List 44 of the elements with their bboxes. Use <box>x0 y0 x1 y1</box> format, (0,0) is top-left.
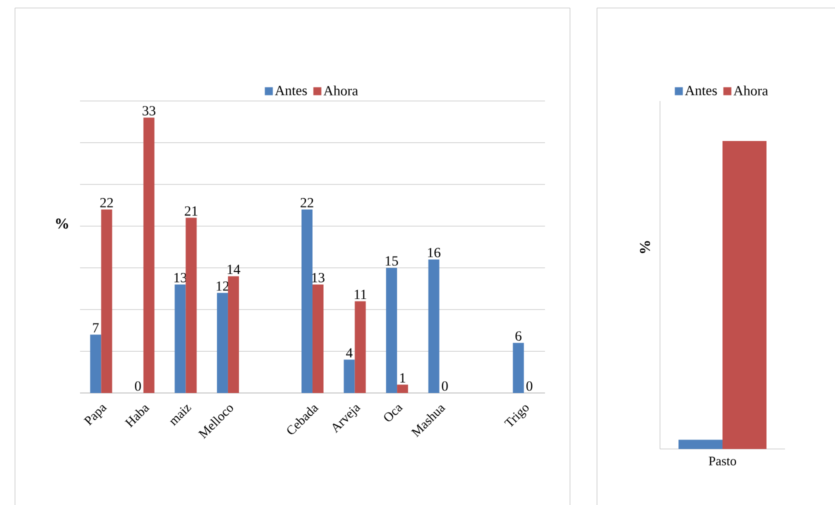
data-label: 6 <box>515 331 522 341</box>
data-label: 13 <box>174 272 187 282</box>
legend-label: Ahora <box>323 86 358 96</box>
data-label: 14 <box>228 264 240 274</box>
bar <box>354 301 366 393</box>
data-label: 0 <box>134 381 141 391</box>
data-label: 22 <box>300 198 314 208</box>
data-label: 12 <box>216 281 229 291</box>
legend-label: Antes <box>684 86 717 96</box>
data-label: 11 <box>354 290 366 300</box>
x-tick-label: maiz <box>170 404 192 426</box>
bar <box>143 118 154 393</box>
data-label: 4 <box>346 348 353 358</box>
bar <box>101 209 112 393</box>
legend-label: Ahora <box>733 86 768 96</box>
bar <box>428 260 440 393</box>
bar <box>186 218 197 393</box>
x-tick-label: Pasto <box>708 456 736 466</box>
data-label: 33 <box>142 106 156 116</box>
bar <box>174 284 186 393</box>
bar <box>228 276 239 393</box>
bar <box>90 334 102 393</box>
data-label: 21 <box>184 206 198 216</box>
data-label: 7 <box>93 323 99 332</box>
bar <box>216 292 228 393</box>
bar <box>312 284 324 393</box>
data-label: 0 <box>526 381 532 391</box>
bar <box>397 384 408 393</box>
data-label: 0 <box>442 381 448 391</box>
y-axis-title: % <box>56 218 68 229</box>
y-axis-title: % <box>640 241 650 254</box>
x-tick-label: Papa <box>84 405 108 426</box>
data-label: 16 <box>428 248 440 258</box>
bar <box>512 342 524 393</box>
legend-label: Antes <box>274 86 307 96</box>
x-tick-label: Oca <box>384 405 403 422</box>
bar <box>302 209 313 393</box>
data-label: 15 <box>386 256 398 266</box>
data-label: 1 <box>400 373 406 382</box>
x-tick-label: Trigo <box>504 405 529 427</box>
data-label: 22 <box>100 198 113 208</box>
bar <box>386 268 398 393</box>
bar <box>344 360 355 393</box>
x-tick-label: Haba <box>124 406 150 428</box>
